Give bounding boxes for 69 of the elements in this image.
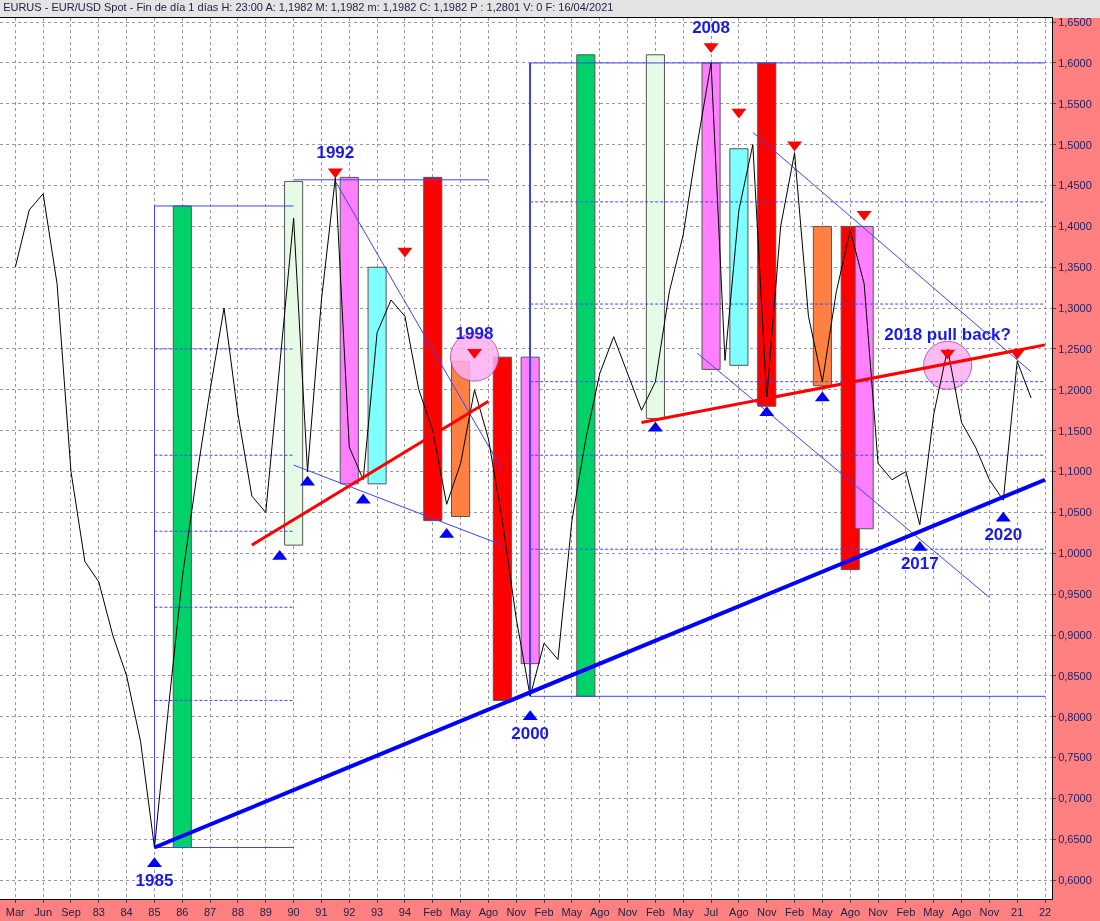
x-tick-label: 85: [148, 906, 161, 919]
series-label: 1985: [135, 870, 174, 890]
x-tick-label: Nov: [979, 906, 1000, 919]
x-tick-label: Sep: [61, 906, 81, 919]
x-tick-label: 89: [259, 906, 272, 919]
x-tick-label: 90: [287, 906, 300, 919]
y-tick-label: 1,5500: [1058, 97, 1092, 110]
y-tick-label: 0,7500: [1058, 751, 1092, 764]
y-tick-label: 1,1000: [1058, 465, 1092, 478]
y-tick-label: 0,6000: [1058, 874, 1092, 887]
x-tick-label: 93: [370, 906, 384, 919]
x-tick-label: Feb: [896, 906, 916, 919]
y-tick-label: 1,4500: [1058, 179, 1092, 192]
y-tick-label: 1,5000: [1058, 138, 1092, 151]
y-tick-label: 0,7000: [1058, 792, 1092, 805]
x-tick-label: Feb: [534, 906, 554, 919]
x-tick-label: Ago: [478, 906, 499, 919]
series-label: 2017: [900, 554, 939, 574]
x-tick-label: Ago: [951, 906, 972, 919]
x-tick-label: 88: [231, 906, 245, 919]
y-tick-label: 1,0000: [1058, 547, 1092, 560]
y-tick-label: 1,1500: [1058, 424, 1092, 437]
x-tick-label: 22: [1038, 906, 1052, 919]
x-tick-label: Ago: [729, 906, 749, 919]
x-tick-label: 21: [1011, 906, 1024, 919]
series-label: 1992: [316, 143, 355, 163]
x-tick-label: 91: [315, 906, 328, 919]
x-tick-label: May: [923, 906, 945, 919]
x-tick-label: 83: [92, 906, 105, 919]
x-tick-label: May: [672, 906, 695, 919]
x-tick-label: Feb: [645, 906, 665, 919]
series-label: 2008: [692, 18, 730, 38]
x-tick-label: 87: [203, 906, 217, 919]
y-tick-label: 1,4000: [1058, 220, 1092, 233]
series-label: 2000: [511, 723, 550, 743]
y-tick-label: 0,9500: [1058, 588, 1092, 601]
x-tick-label: Jun: [34, 906, 53, 919]
y-tick-label: 1,2000: [1058, 383, 1092, 396]
x-tick-label: Ago: [840, 906, 861, 919]
x-tick-label: May: [812, 906, 834, 919]
series-label: 2018 pull back?: [884, 324, 1011, 344]
y-tick-label: 0,8500: [1058, 669, 1092, 682]
x-tick-label: Nov: [506, 906, 527, 919]
y-tick-label: 0,8000: [1058, 710, 1092, 723]
x-tick-label: May: [450, 906, 472, 919]
x-tick-label: 94: [398, 906, 412, 919]
y-tick-label: 0,9000: [1058, 628, 1092, 641]
x-tick-label: May: [561, 906, 583, 919]
x-tick-label: 92: [343, 906, 356, 919]
y-tick-label: 1,2500: [1058, 342, 1092, 355]
x-tick-label: Mar: [5, 906, 26, 919]
series-label: 1998: [455, 323, 494, 343]
y-tick-label: 1,0500: [1058, 506, 1092, 519]
y-tick-label: 1,3000: [1058, 301, 1092, 314]
x-tick-label: Jul: [704, 906, 719, 919]
y-tick-label: 0,6500: [1058, 833, 1092, 846]
x-tick-label: Feb: [785, 906, 805, 919]
x-tick-label: 86: [176, 906, 189, 919]
y-tick-label: 1,3500: [1058, 261, 1092, 274]
x-tick-label: Nov: [617, 906, 638, 919]
x-tick-label: Nov: [756, 906, 778, 919]
chart-title: EURUS - EUR/USD Spot - Fin de día 1 días H: 23:00 A: 1,1982 M: 1,1982 m: 1,1982 C: 1,1982 P : 1,2801 V: 0 F: 16/04/2021: [3, 0, 614, 13]
x-tick-label: Ago: [589, 906, 610, 919]
x-tick-label: Nov: [868, 906, 889, 919]
x-tick-label: 84: [120, 906, 133, 919]
y-tick-label: 1,6500: [1058, 15, 1092, 28]
series-label: 2020: [984, 525, 1023, 545]
y-tick-label: 1,6000: [1058, 56, 1092, 69]
x-tick-label: Feb: [423, 906, 443, 919]
